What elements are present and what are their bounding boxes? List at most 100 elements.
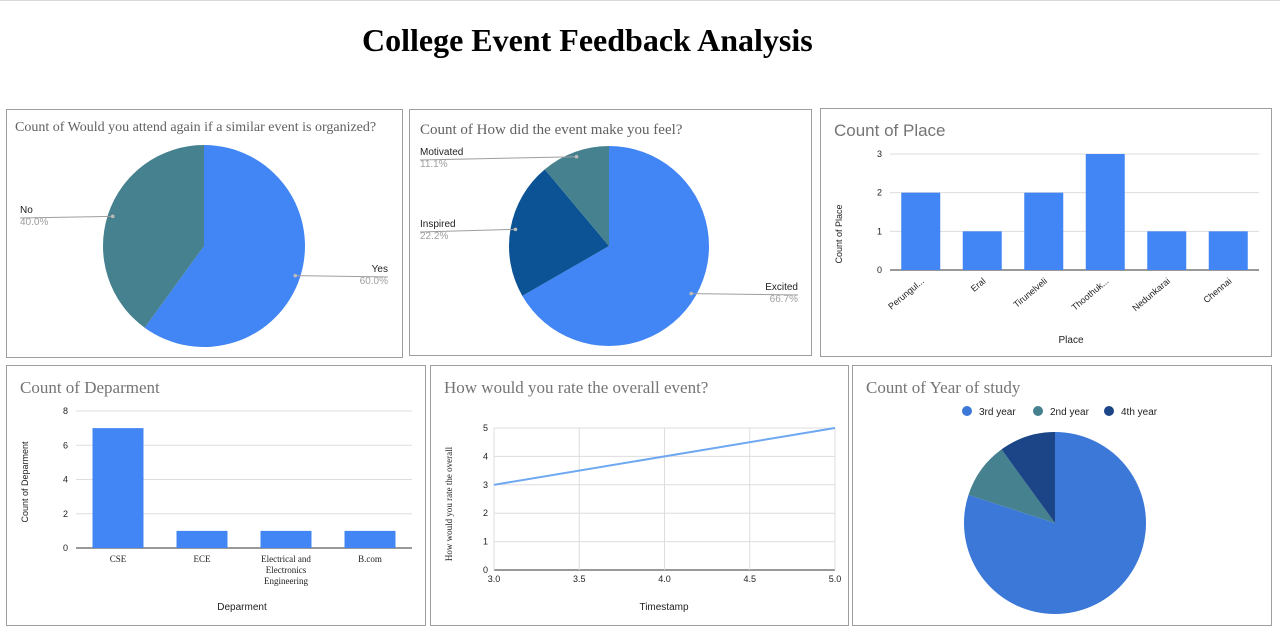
callout-line: [419, 228, 516, 233]
event-feel-chart-panel: Count of How did the event make you feel…: [409, 109, 812, 356]
x-axis-title: Deparment: [217, 602, 267, 613]
bar-2: [1024, 192, 1064, 270]
y-tick-label: 4: [483, 451, 488, 461]
chart-title: How would you rate the overall event?: [444, 378, 708, 397]
chart-title: Count of Would you attend again if a sim…: [15, 120, 376, 135]
slice-percent: 60.0%: [360, 276, 388, 287]
x-tick-label: B.com: [358, 554, 382, 564]
place-chart-panel: Count of Place 0 1 2 3 Perungul... Eral Tirunel…: [820, 108, 1272, 357]
x-tick-label: Nedunkarai: [1130, 276, 1172, 313]
callout-line: [295, 275, 389, 278]
x-tick-label: 4.5: [743, 574, 756, 584]
callout-line: [419, 156, 577, 161]
y-tick-label: 0: [877, 265, 882, 275]
slice-percent: 22.2%: [420, 231, 448, 242]
y-tick-label: 0: [63, 543, 68, 553]
bar-5: [1208, 231, 1248, 270]
slice-percent: 40.0%: [20, 217, 48, 228]
y-tick-label: 3: [483, 480, 488, 490]
chart-title: Count of Year of study: [866, 378, 1021, 397]
x-tick-label: 5.0: [829, 574, 842, 584]
y-tick-label: 6: [63, 440, 68, 450]
y-axis-title: Count of Deparment: [20, 441, 30, 523]
bar-2: [260, 530, 312, 548]
legend-swatch: [1104, 406, 1114, 416]
x-tick-label: ECE: [194, 554, 212, 564]
legend-label: 3rd year: [979, 407, 1016, 418]
chart-title: Count of Deparment: [20, 378, 160, 397]
legend-label: 4th year: [1121, 407, 1158, 418]
y-tick-label: 1: [483, 537, 488, 547]
slice-label: No: [20, 205, 33, 216]
x-axis-title: Timestamp: [639, 602, 689, 613]
year-of-study-chart-panel: Count of Year of study 3rd year 2nd year 4t…: [852, 365, 1272, 626]
pie-slice-2nd-year: [968, 449, 1055, 523]
x-axis-title: Place: [1058, 335, 1083, 346]
callout-dot: [513, 227, 518, 232]
y-tick-label: 2: [877, 188, 882, 198]
y-tick-label: 0: [483, 565, 488, 575]
bar-4: [1147, 231, 1187, 270]
place-bar-chart: Count of Place 0 1 2 3 Perungul... Eral Tirunel…: [834, 121, 1259, 346]
slice-label: Excited: [765, 282, 798, 293]
slice-percent: 66.7%: [770, 294, 798, 305]
x-tick-label: Eral: [969, 276, 988, 294]
chart-title: Count of Place: [834, 121, 946, 140]
event-feel-pie-chart: Count of How did the event make you feel…: [419, 122, 799, 346]
pie-slice-yes: [144, 145, 305, 347]
chart-title: Count of How did the event make you feel…: [420, 122, 683, 138]
x-tick-label: Tirunelveli: [1011, 276, 1049, 310]
top-divider: [0, 0, 1280, 1]
legend-swatch: [1033, 406, 1043, 416]
x-tick-label: CSE: [110, 554, 127, 564]
x-tick-label: 4.0: [658, 574, 671, 584]
department-bar-chart: Count of Deparment 0 2 4 6 8 CSE ECE Electrical …: [20, 378, 412, 613]
attend-again-chart-panel: Count of Would you attend again if a sim…: [6, 109, 403, 358]
x-tick-label: 3.0: [488, 574, 501, 584]
x-tick-label: 3.5: [573, 574, 586, 584]
bar-1: [176, 530, 228, 548]
pie-slice-motivated: [544, 146, 609, 246]
y-tick-label: 2: [63, 509, 68, 519]
y-axis-title: Count of Place: [834, 204, 844, 263]
x-tick-label: Electrical and Electronics Engineering: [261, 554, 311, 586]
pie-slice-inspired: [508, 169, 609, 296]
rating-series-line: [493, 427, 836, 486]
callout-line: [691, 293, 799, 296]
bar-0: [92, 428, 144, 548]
year-of-study-pie-chart: Count of Year of study 3rd year 2nd year 4t…: [866, 378, 1158, 614]
pie-slice-4th-year: [1001, 432, 1055, 523]
y-axis-title: How would you rate the overall: [444, 446, 454, 561]
x-tick-label: Chennai: [1201, 276, 1233, 305]
y-tick-label: 2: [483, 508, 488, 518]
callout-dot: [110, 214, 115, 219]
pie-slice-no: [102, 144, 204, 328]
callout-dot: [293, 273, 298, 278]
pie-slice-3rd-year: [963, 432, 1146, 614]
legend-label: 2nd year: [1050, 407, 1090, 418]
y-tick-label: 8: [63, 406, 68, 416]
pie-slice-excited: [522, 146, 709, 346]
slice-label: Yes: [372, 264, 388, 275]
x-tick-label: Perungul...: [886, 276, 926, 312]
callout-dot: [574, 154, 579, 159]
department-chart-panel: Count of Deparment 0 2 4 6 8 CSE ECE Electrical …: [6, 365, 426, 626]
y-tick-label: 4: [63, 475, 68, 485]
bar-3: [344, 530, 396, 548]
overall-rating-line-chart: How would you rate the overall event? 0 1 2…: [444, 378, 842, 613]
bar-0: [901, 192, 941, 270]
slice-label: Motivated: [420, 147, 463, 158]
y-tick-label: 1: [877, 226, 882, 236]
page-title: College Event Feedback Analysis: [362, 22, 813, 58]
slice-label: Inspired: [420, 219, 456, 230]
bar-1: [962, 231, 1002, 270]
callout-line: [19, 215, 113, 219]
bar-3: [1085, 154, 1125, 270]
slice-percent: 11.1%: [420, 159, 448, 170]
overall-rating-chart-panel: How would you rate the overall event? 0 1 2…: [430, 365, 849, 626]
attend-again-pie-chart: Count of Would you attend again if a sim…: [15, 120, 389, 347]
callout-dot: [689, 291, 694, 296]
legend-swatch: [962, 406, 972, 416]
y-tick-label: 5: [483, 423, 488, 433]
y-tick-label: 3: [877, 149, 882, 159]
